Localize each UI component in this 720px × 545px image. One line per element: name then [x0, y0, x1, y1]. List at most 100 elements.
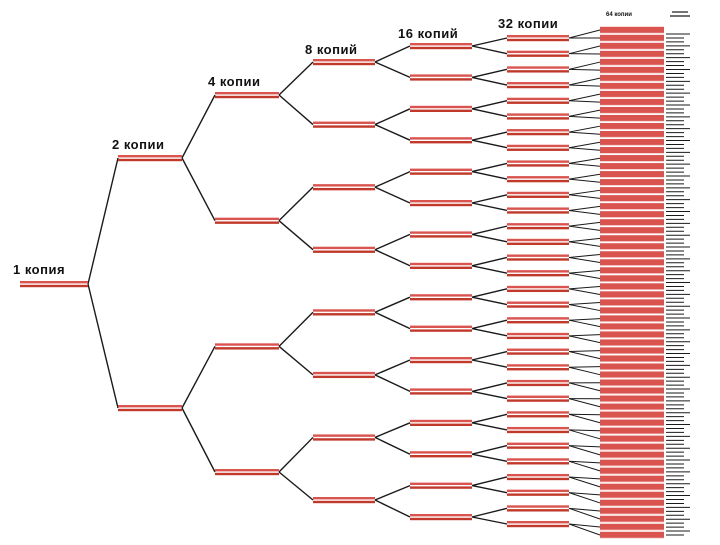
dna-copy — [600, 323, 664, 329]
dna-copy — [600, 91, 664, 97]
dna-copy — [313, 372, 375, 378]
branch-line — [569, 430, 600, 439]
dna-copy — [600, 139, 664, 145]
level-label-8: 8 копий — [305, 42, 357, 57]
branch-line — [569, 289, 600, 295]
dna-copy — [118, 405, 182, 411]
dna-copy — [507, 427, 569, 433]
dna-copy — [507, 490, 569, 496]
dna-copy — [20, 281, 88, 287]
dna-copy — [600, 468, 664, 474]
branch-line — [375, 360, 410, 375]
branch-line — [569, 142, 600, 148]
level-label-1: 1 копия — [13, 262, 65, 277]
branch-line — [472, 320, 507, 328]
dna-copy — [507, 458, 569, 464]
dna-copy — [507, 113, 569, 119]
dna-copy — [507, 317, 569, 323]
branch-line — [182, 346, 215, 408]
branch-line — [569, 238, 600, 241]
dna-copy — [313, 497, 375, 503]
branch-line — [569, 367, 600, 368]
dna-copy — [410, 200, 472, 206]
dna-copy — [313, 247, 375, 253]
branch-line — [472, 172, 507, 179]
dna-copy — [600, 516, 664, 522]
branch-line — [279, 472, 313, 500]
branch-line — [472, 257, 507, 265]
dna-copy — [507, 239, 569, 245]
branch-line — [472, 329, 507, 336]
branch-line — [472, 266, 507, 273]
branch-line — [472, 226, 507, 234]
dna-copies-64-block — [600, 27, 664, 538]
branch-line — [569, 190, 600, 194]
dna-copy — [507, 51, 569, 57]
dna-copy — [600, 460, 664, 466]
branch-line — [569, 257, 600, 262]
dna-copy — [600, 227, 664, 233]
dna-copy — [600, 444, 664, 450]
branch-line — [569, 319, 600, 321]
branch-line — [472, 109, 507, 117]
dna-copy — [600, 363, 664, 369]
dna-copy — [507, 98, 569, 104]
branch-line — [472, 508, 507, 517]
branch-line — [88, 158, 118, 284]
level-label-2: 2 копии — [112, 137, 164, 152]
dna-copy — [410, 263, 472, 269]
branch-line — [569, 132, 600, 134]
dna-copy — [410, 137, 472, 143]
branch-line — [375, 234, 410, 249]
dna-copy — [600, 163, 664, 169]
dna-copy — [600, 500, 664, 506]
branch-line — [279, 312, 313, 346]
branch-line — [472, 46, 507, 54]
branch-line — [472, 203, 507, 210]
branch-line — [472, 297, 507, 304]
dna-copy — [600, 299, 664, 305]
branch-line — [472, 383, 507, 391]
dna-copy — [507, 207, 569, 213]
branch-line — [375, 375, 410, 392]
dna-copy — [600, 67, 664, 73]
dna-copy — [313, 59, 375, 65]
dna-copy — [600, 99, 664, 105]
branch-line — [569, 367, 600, 374]
branch-line — [569, 270, 600, 273]
dna-copy — [600, 347, 664, 353]
branch-line — [472, 289, 507, 297]
branch-line — [569, 126, 600, 132]
branch-line — [569, 116, 600, 118]
dna-copy — [410, 326, 472, 332]
dna-copy — [600, 155, 664, 161]
branch-line — [569, 383, 600, 391]
branch-line — [569, 206, 600, 210]
branch-line — [375, 109, 410, 125]
dna-copy — [507, 443, 569, 449]
branch-line — [472, 517, 507, 524]
dna-copy — [600, 508, 664, 514]
branch-line — [375, 62, 410, 77]
dna-copy — [507, 270, 569, 276]
dna-copy — [600, 315, 664, 321]
branch-line — [472, 454, 507, 461]
branch-line — [375, 187, 410, 203]
dna-copy — [507, 505, 569, 511]
dna-copy — [410, 74, 472, 80]
branch-line — [88, 284, 118, 408]
dna-copy — [600, 75, 664, 81]
branch-line — [375, 500, 410, 517]
dna-copy — [410, 388, 472, 394]
branch-line — [472, 234, 507, 241]
dna-copy — [313, 184, 375, 190]
branch-line — [569, 226, 600, 230]
dna-copy — [600, 259, 664, 265]
dna-copy — [600, 131, 664, 137]
dna-copy — [507, 333, 569, 339]
dna-copy — [600, 251, 664, 257]
dna-copy — [600, 195, 664, 201]
branch-line — [182, 158, 215, 221]
dna-copy — [600, 43, 664, 49]
